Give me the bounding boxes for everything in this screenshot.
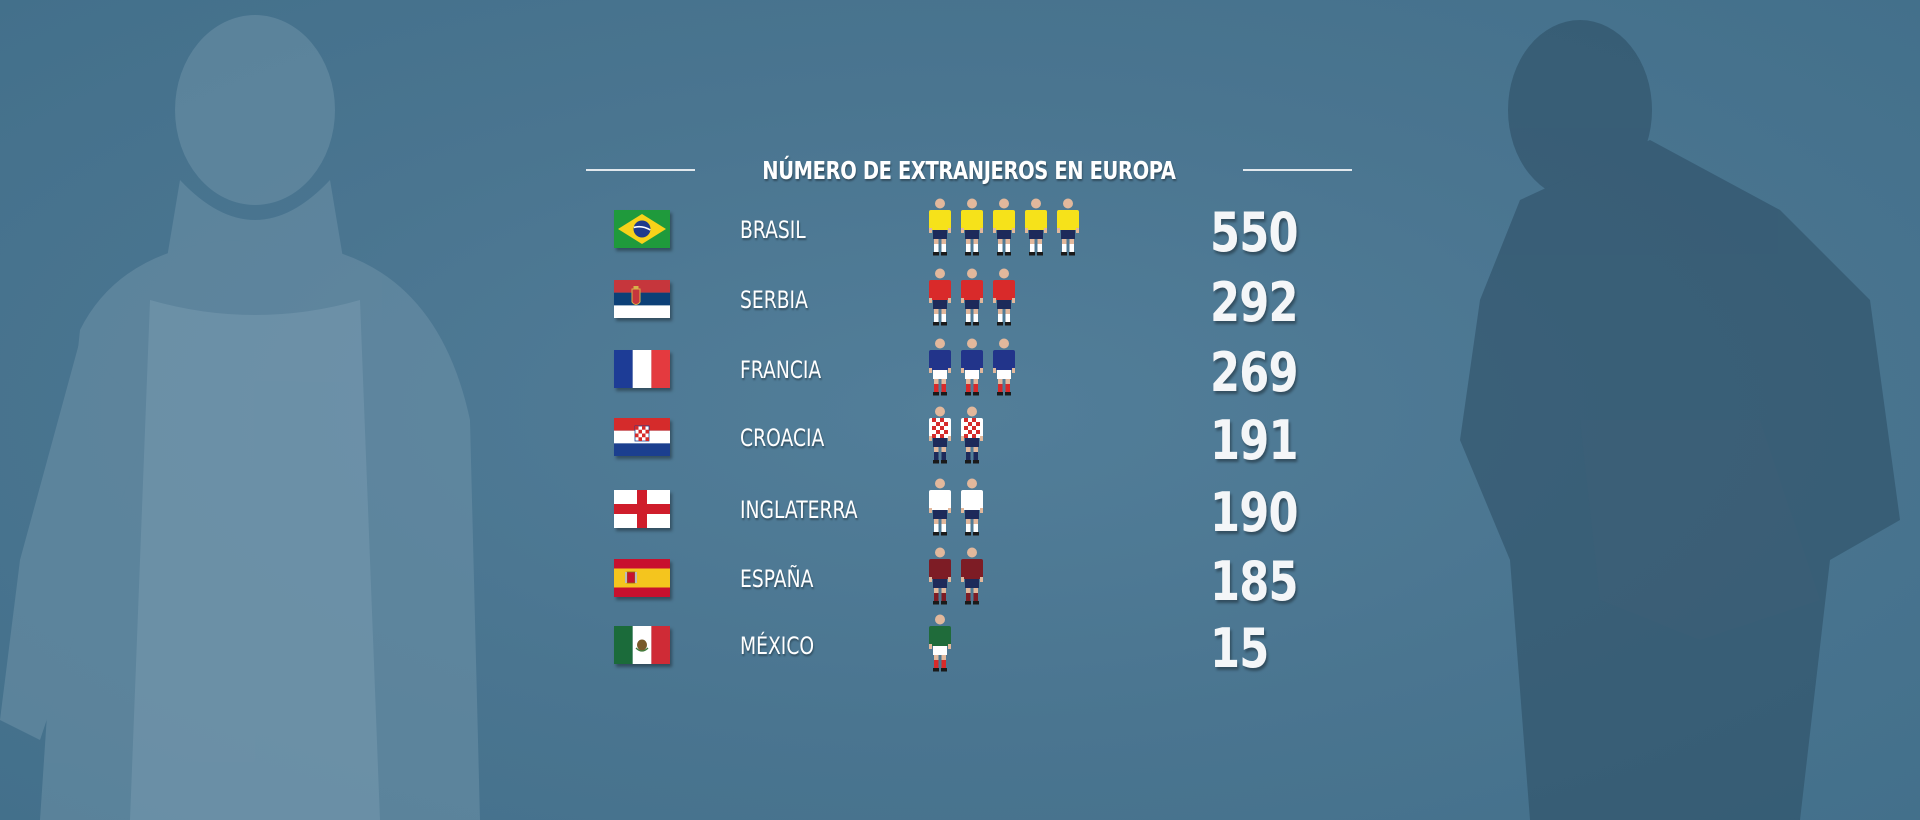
player-icon bbox=[929, 478, 951, 536]
chart-row-serbia: SERBIA 292 bbox=[600, 268, 1300, 334]
player-icons bbox=[928, 198, 1128, 260]
chart-row-brasil: BRASIL 550 bbox=[600, 198, 1300, 264]
player-icon bbox=[929, 338, 951, 396]
player-icons bbox=[928, 406, 1128, 468]
player-icon bbox=[961, 406, 983, 464]
serbia-flag bbox=[614, 280, 670, 318]
title-divider-right bbox=[1242, 169, 1352, 171]
brazil-flag bbox=[614, 210, 670, 248]
croatia-flag bbox=[614, 418, 670, 456]
value-label: 191 bbox=[1210, 409, 1299, 472]
country-label: BRASIL bbox=[740, 216, 806, 244]
title-divider-left bbox=[586, 169, 696, 171]
value-label: 185 bbox=[1210, 550, 1299, 613]
player-icons bbox=[928, 478, 1128, 540]
chart-row-espana: ESPAÑA 185 bbox=[600, 547, 1300, 613]
chart-row-francia: FRANCIA 269 bbox=[600, 338, 1300, 404]
country-label: SERBIA bbox=[740, 286, 808, 314]
player-icon bbox=[929, 614, 951, 672]
player-icon bbox=[961, 268, 983, 326]
player-icon bbox=[993, 338, 1015, 396]
player-icon bbox=[929, 406, 951, 464]
country-label: ESPAÑA bbox=[740, 565, 814, 593]
player-icon bbox=[929, 547, 951, 605]
chart-title-row: NÚMERO DE EXTRANJEROS EN EUROPA bbox=[586, 150, 1352, 190]
value-label: 269 bbox=[1210, 341, 1299, 404]
player-icons bbox=[928, 547, 1128, 609]
player-icon bbox=[929, 198, 951, 256]
player-photo-right bbox=[1460, 20, 1900, 820]
country-label: CROACIA bbox=[740, 424, 825, 452]
player-icon bbox=[929, 268, 951, 326]
value-label: 550 bbox=[1210, 201, 1299, 264]
france-flag bbox=[614, 350, 670, 388]
country-label: MÉXICO bbox=[740, 632, 815, 660]
player-icon bbox=[1025, 198, 1047, 256]
player-icons bbox=[928, 338, 1128, 400]
player-icon bbox=[993, 268, 1015, 326]
spain-flag bbox=[614, 559, 670, 597]
value-label: 292 bbox=[1210, 271, 1299, 334]
country-label: FRANCIA bbox=[740, 356, 822, 384]
player-icon bbox=[961, 478, 983, 536]
mexico-flag bbox=[614, 626, 670, 664]
player-icons bbox=[928, 268, 1128, 330]
player-icon bbox=[993, 198, 1015, 256]
chart-row-mexico: MÉXICO 15 bbox=[600, 614, 1300, 680]
player-icon bbox=[961, 198, 983, 256]
chart-row-croacia: CROACIA 191 bbox=[600, 406, 1300, 472]
player-icons bbox=[928, 614, 1128, 676]
england-flag bbox=[614, 490, 670, 528]
player-icon bbox=[961, 338, 983, 396]
chart-row-inglaterra: INGLATERRA 190 bbox=[600, 478, 1300, 544]
player-icon bbox=[961, 547, 983, 605]
value-label: 15 bbox=[1210, 617, 1269, 680]
player-photo-left bbox=[0, 15, 480, 820]
value-label: 190 bbox=[1210, 481, 1299, 544]
country-label: INGLATERRA bbox=[740, 496, 858, 524]
player-icon bbox=[1057, 198, 1079, 256]
chart-title: NÚMERO DE EXTRANJEROS EN EUROPA bbox=[762, 155, 1176, 185]
